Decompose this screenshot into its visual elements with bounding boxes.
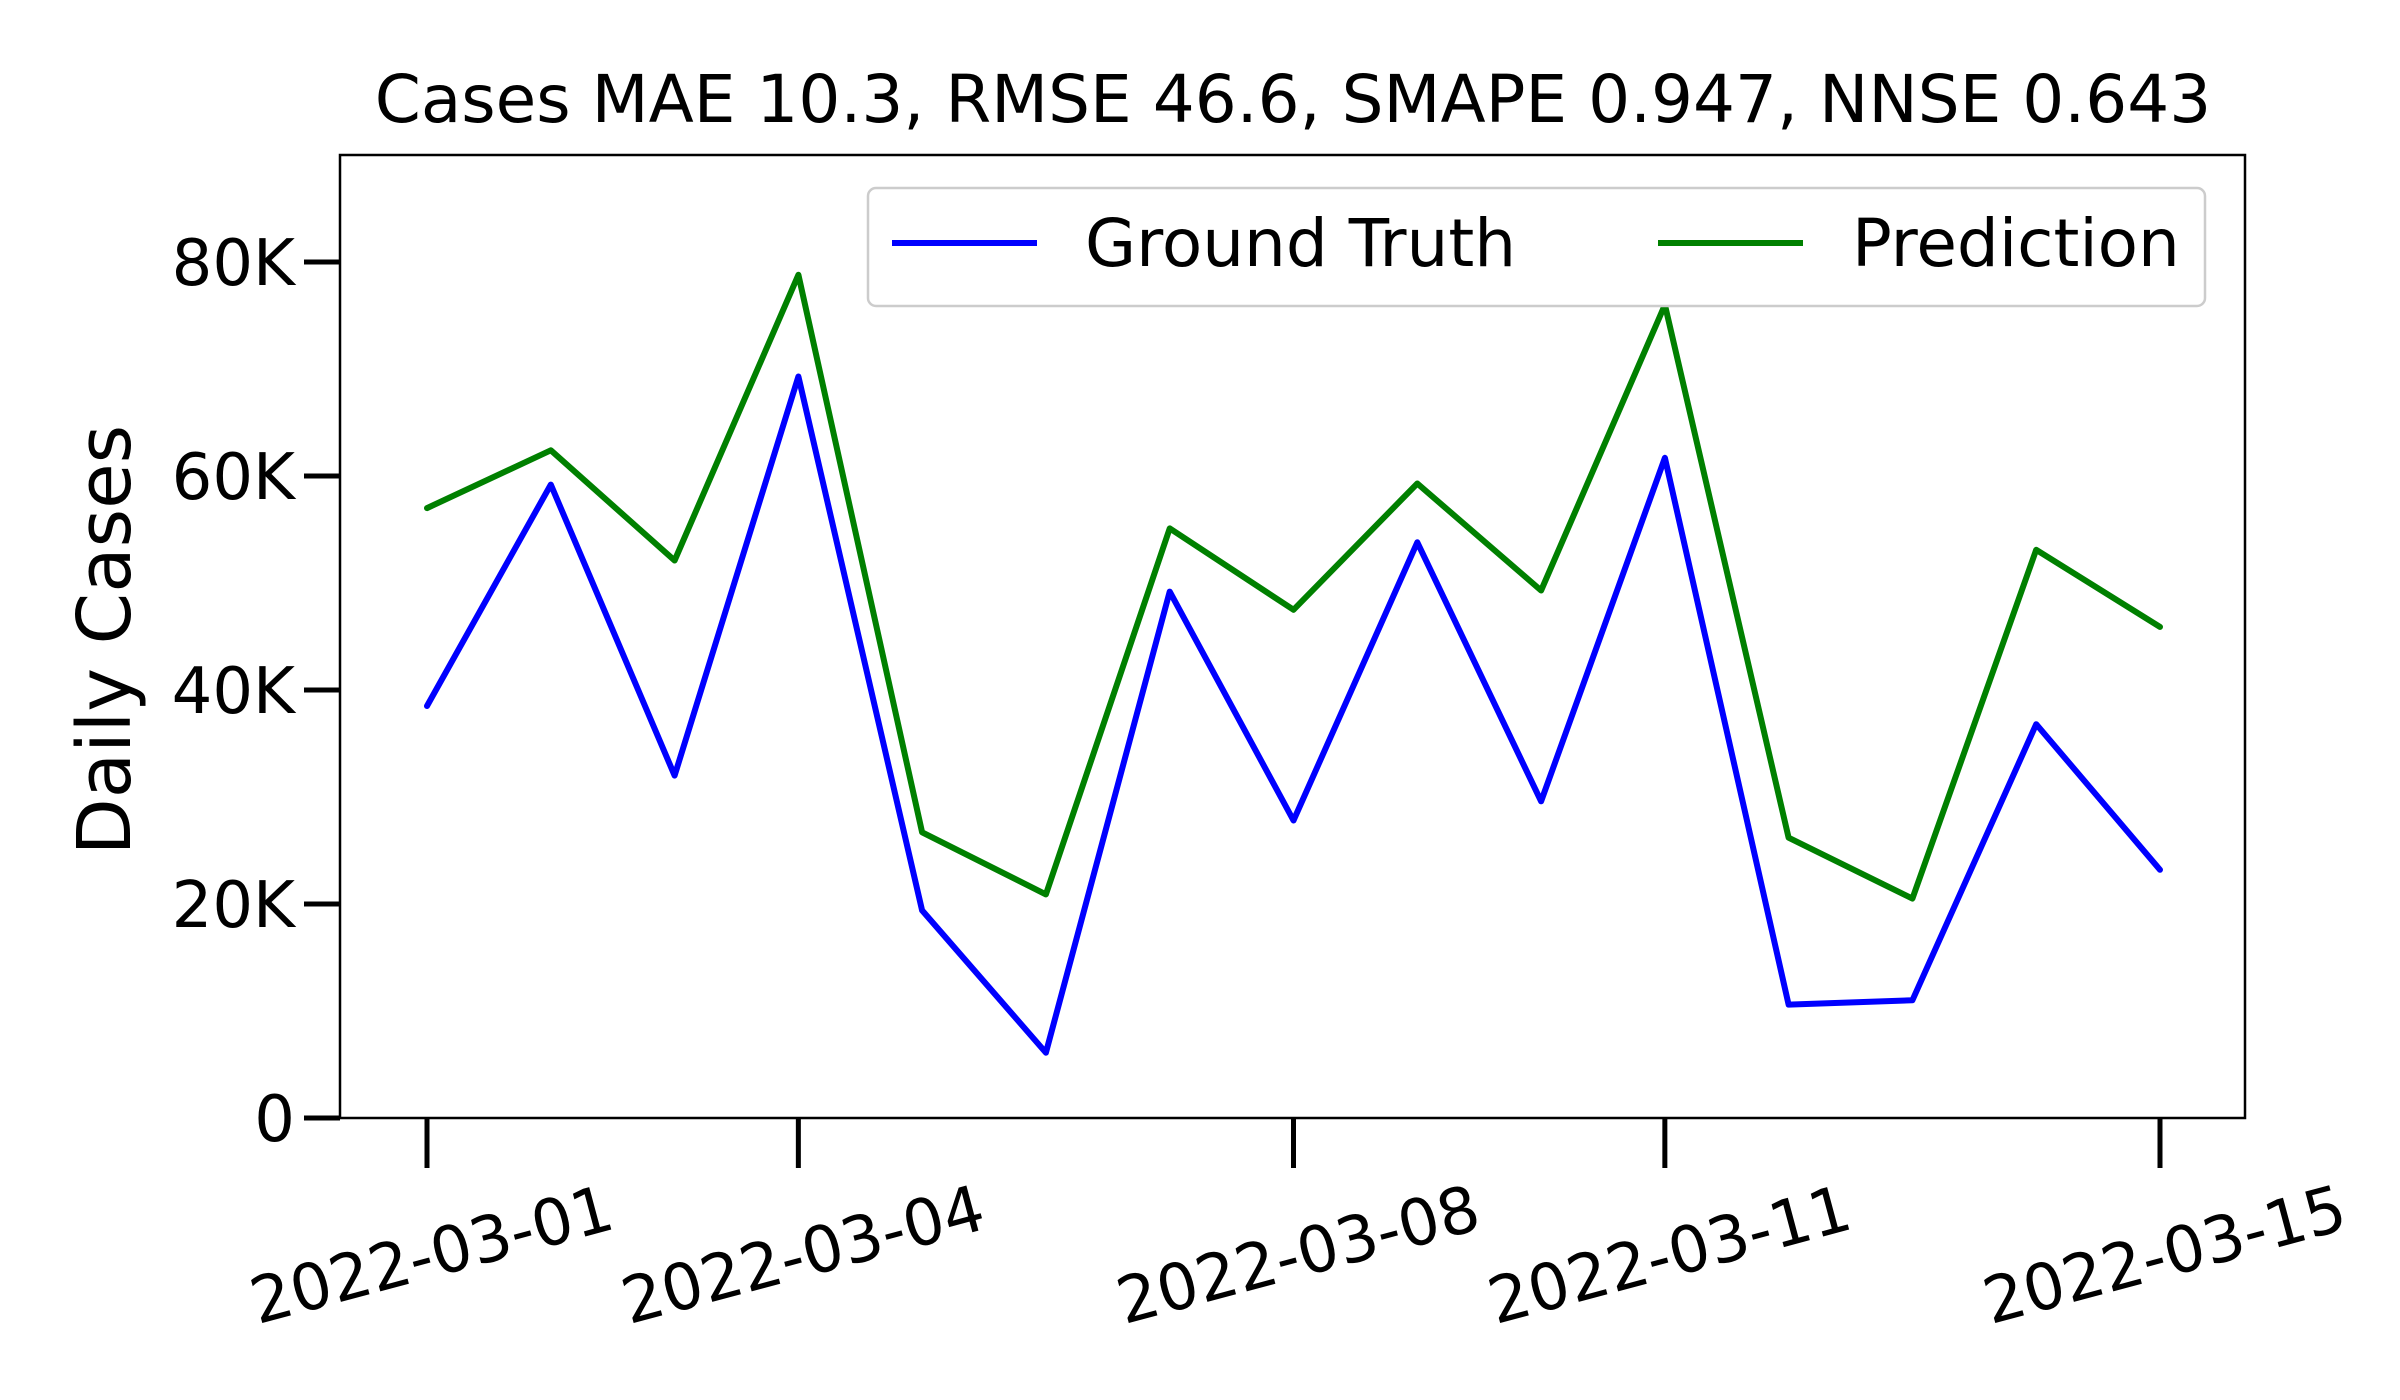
y-axis-label: Daily Cases: [62, 425, 148, 855]
plot-area: [424, 271, 2163, 1056]
y-tick-label: 40K: [172, 655, 297, 729]
x-tick-label: 2022-03-04: [614, 1172, 992, 1340]
series-line-2: [424, 271, 2163, 902]
y-tick-label: 0: [254, 1083, 295, 1157]
legend-label: Ground Truth: [1085, 205, 1516, 282]
x-tick-label: 2022-03-08: [1109, 1172, 1487, 1340]
x-tick-label: 2022-03-15: [1976, 1172, 2354, 1340]
x-tick-label: 2022-03-11: [1481, 1172, 1859, 1340]
y-tick-label: 20K: [172, 869, 297, 943]
y-tick-label: 60K: [172, 441, 297, 515]
legend: Ground Truth Prediction: [866, 186, 2207, 308]
series-line-1: [424, 373, 2163, 1056]
legend-box: [866, 186, 2207, 308]
legend-label: Prediction: [1852, 205, 2180, 282]
y-axis: 0 20K 40K 60K 80K: [172, 227, 340, 1157]
chart-title: Cases MAE 10.3, RMSE 46.6, SMAPE 0.947, …: [375, 61, 2212, 138]
y-tick-label: 80K: [172, 227, 297, 301]
x-tick-label: 2022-03-01: [243, 1172, 621, 1340]
